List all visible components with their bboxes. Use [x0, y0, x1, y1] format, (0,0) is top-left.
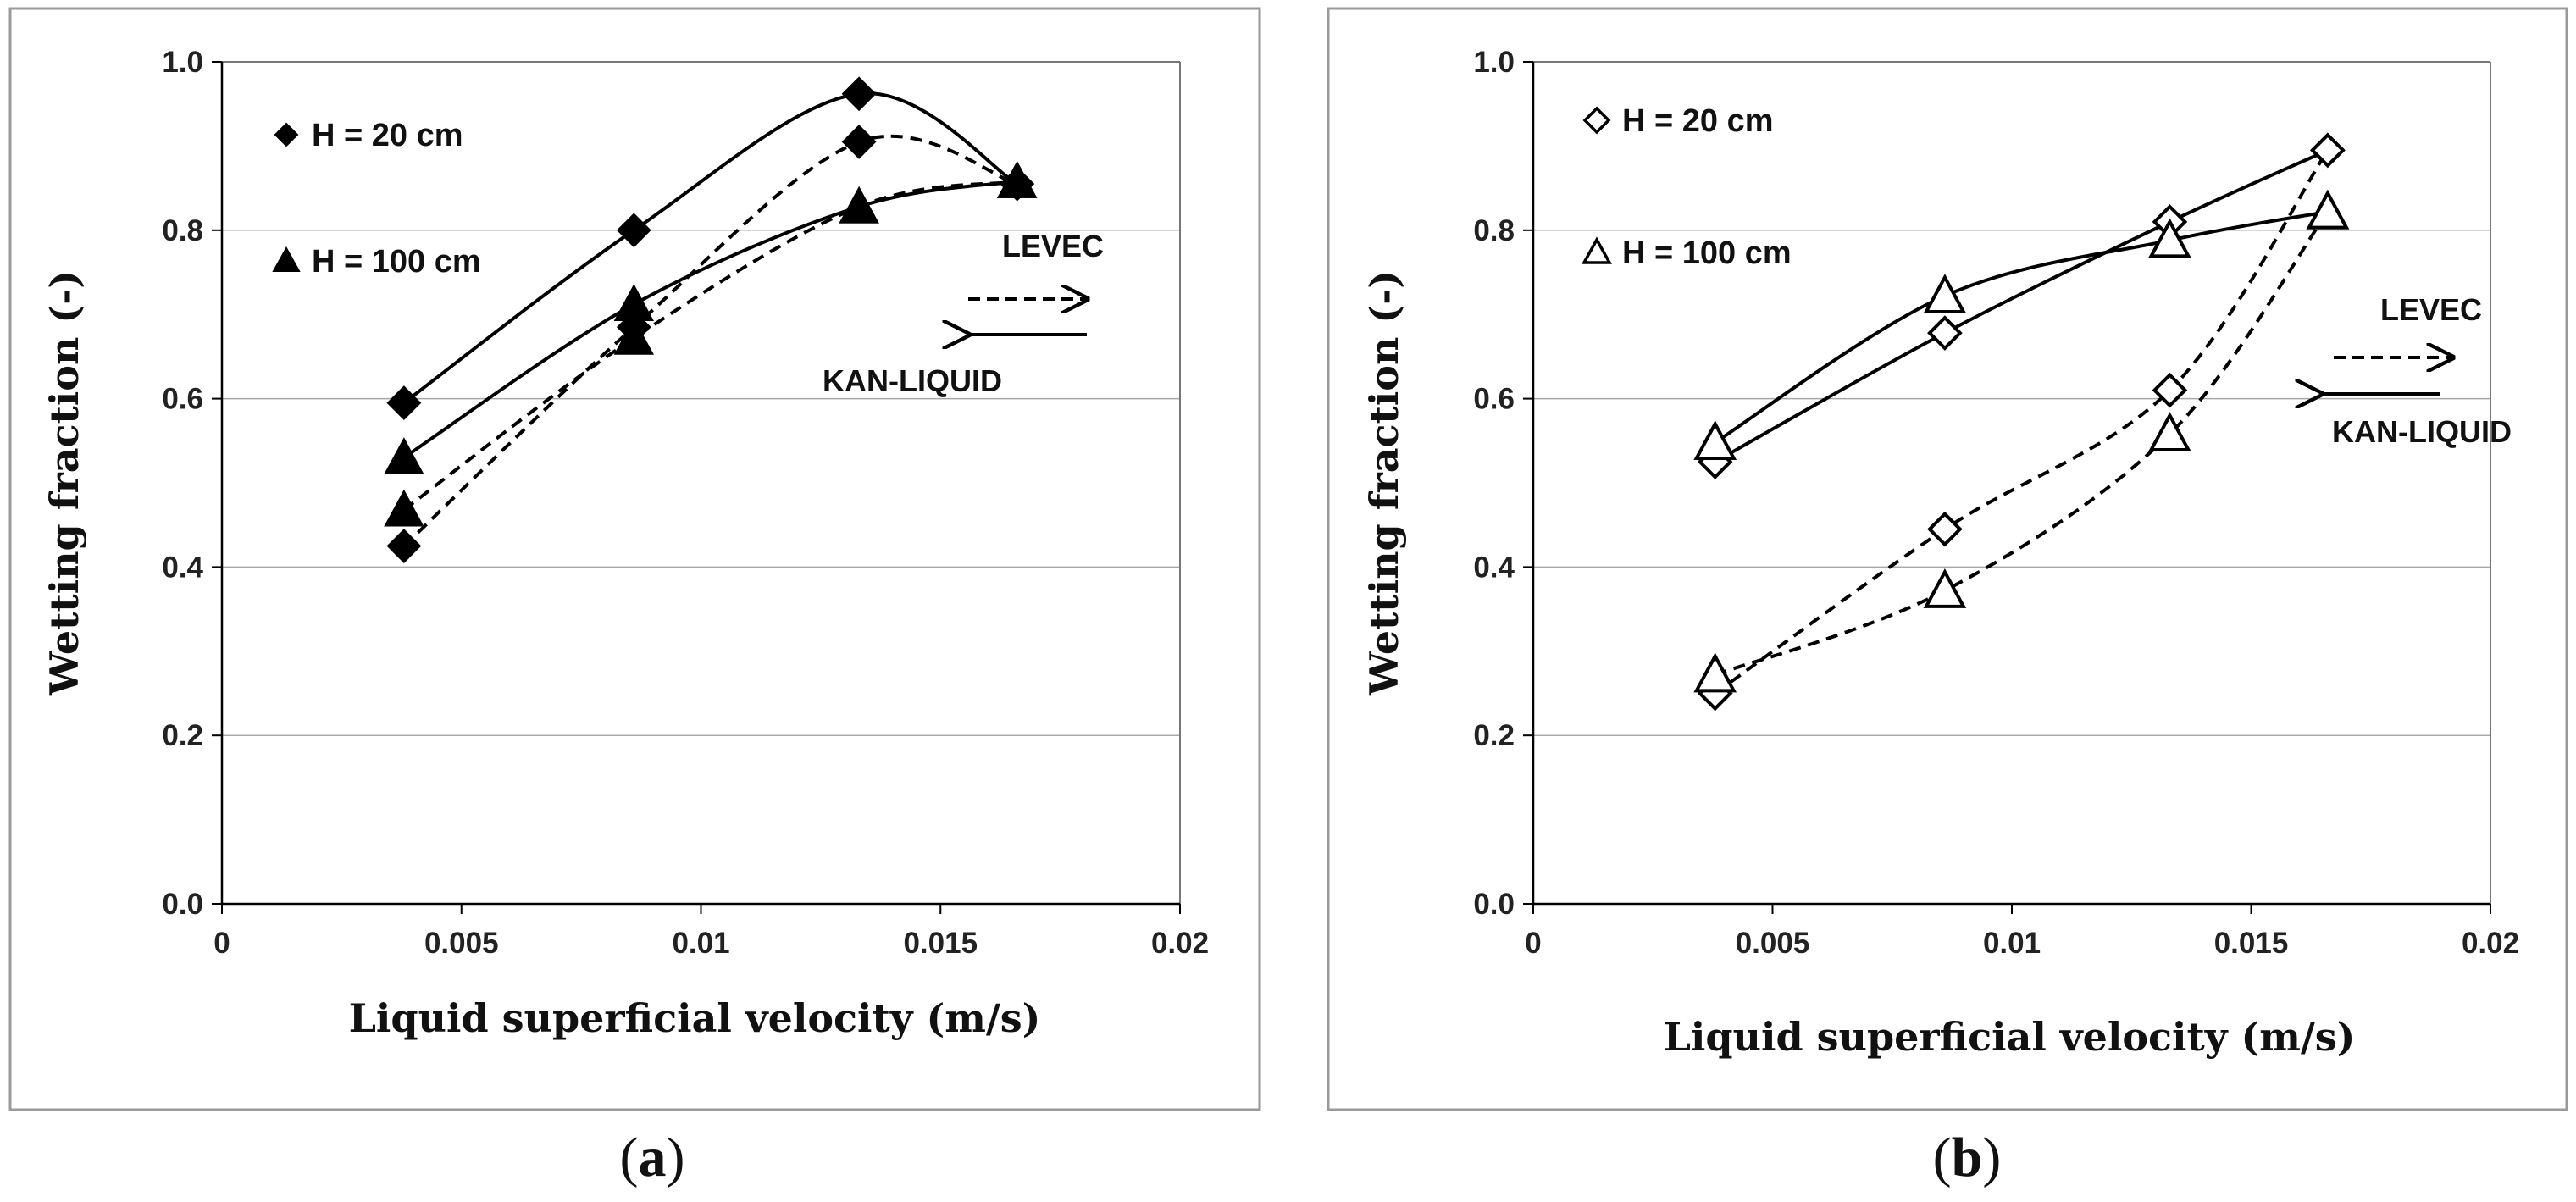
y-axis-title: Wetting fraction (-): [42, 270, 87, 696]
data-point-3-0: [1693, 652, 1737, 693]
series-line-1: [402, 134, 1018, 547]
y-tick-label: 0.8: [162, 214, 203, 247]
x-tick-label: 0.01: [1983, 927, 2041, 960]
data-point-0-2: [841, 76, 877, 112]
data-point-2-1: [1923, 274, 1967, 314]
annotation-levec: LEVEC: [2380, 292, 2482, 327]
chart-panel-b: 0.0 0.2 0.4 0.6 0.8 1.0 0 0.005 0.01 0.015 0.02 H =…: [1327, 7, 2568, 1188]
series-line-0: [1714, 148, 2329, 463]
x-tick-label: 0: [213, 927, 230, 960]
x-axis-title: Liquid superficial velocity (m/s): [1664, 1014, 2356, 1060]
caption-letter: a: [639, 1127, 667, 1188]
caption-b: (b): [1933, 1127, 2002, 1188]
legend-entry-0: H = 20 cm: [1582, 103, 1774, 139]
data-point-1-3: [2310, 132, 2346, 169]
legend-marker: [1582, 236, 1612, 264]
series-line-1: [1714, 149, 2329, 695]
legend-label: H = 100 cm: [1622, 235, 1792, 271]
caption-open: (: [620, 1127, 639, 1188]
legend-marker: [272, 246, 301, 272]
data-point-3-3: [2306, 189, 2350, 230]
annotation-kan-liquid: KAN-LIQUID: [2332, 414, 2512, 449]
legend-label: H = 20 cm: [1622, 103, 1774, 139]
data-point-1-2: [2152, 372, 2188, 408]
legend-entry-1: H = 100 cm: [272, 244, 481, 280]
chart-frame: [8, 7, 1261, 1111]
legend-entry-0: H = 20 cm: [274, 118, 463, 153]
caption-close: ): [667, 1127, 685, 1188]
annotation-levec: LEVEC: [1002, 229, 1104, 263]
x-tick-label: 0.02: [1151, 927, 1209, 960]
chart-frame: [1327, 7, 2568, 1111]
chart-panel-a: 0.0 0.2 0.4 0.6 0.8 1.0 0 0.005 0.01 0.015 0.02 H =…: [8, 7, 1261, 1188]
y-tick-label: 1.0: [1473, 46, 1515, 79]
data-point-3-2: [839, 186, 879, 224]
data-point-2-0: [1693, 420, 1737, 460]
caption-letter: b: [1952, 1127, 1983, 1188]
y-tick-label: 0.0: [162, 888, 203, 921]
caption-close: ): [1982, 1127, 2001, 1188]
data-point-1-2: [841, 125, 877, 159]
data-point-3-3: [997, 161, 1038, 198]
y-tick-label: 1.0: [162, 46, 203, 79]
data-point-3-1: [1923, 568, 1967, 608]
series-line-0: [402, 91, 1018, 405]
legend-marker: [1582, 106, 1611, 135]
series-line-2: [1714, 209, 2329, 444]
data-point-1-1: [1927, 511, 1963, 547]
annotation-kan-liquid: KAN-LIQUID: [823, 363, 1002, 398]
series-line-2: [402, 180, 1018, 459]
y-tick-label: 0.4: [162, 551, 203, 584]
y-tick-label: 0.2: [162, 719, 203, 752]
caption-open: (: [1933, 1127, 1952, 1188]
y-tick-label: 0.6: [162, 383, 203, 416]
y-tick-label: 0.6: [1473, 383, 1515, 416]
data-point-3-2: [2148, 412, 2191, 452]
data-point-1-0: [386, 529, 422, 563]
x-tick-label: 0: [1525, 927, 1541, 960]
data-point-0-1: [616, 213, 651, 248]
x-tick-label: 0.005: [1736, 927, 1810, 960]
data-point-3-1: [613, 317, 655, 355]
x-tick-label: 0.015: [2214, 927, 2289, 960]
data-point-0-1: [1927, 315, 1963, 351]
data-point-2-0: [384, 437, 424, 474]
x-tick-label: 0.02: [2462, 927, 2519, 960]
legend-marker: [274, 122, 299, 147]
y-axis-title: Wetting fraction (-): [1361, 270, 1407, 696]
series-line-3: [402, 180, 1018, 512]
x-axis-title: Liquid superficial velocity (m/s): [349, 995, 1041, 1041]
x-tick-label: 0.015: [903, 927, 978, 960]
data-point-2-2: [2148, 218, 2191, 258]
x-tick-label: 0.01: [672, 927, 729, 960]
legend-entry-1: H = 100 cm: [1582, 235, 1792, 271]
x-tick-label: 0.005: [424, 927, 499, 960]
data-point-0-0: [386, 385, 422, 420]
caption-a: (a): [620, 1127, 685, 1188]
y-tick-label: 0.8: [1473, 214, 1515, 247]
y-tick-label: 0.0: [1473, 888, 1515, 921]
y-tick-label: 0.2: [1473, 719, 1515, 752]
y-tick-label: 0.4: [1473, 551, 1515, 584]
legend-label: H = 20 cm: [312, 118, 463, 153]
legend-label: H = 100 cm: [312, 244, 481, 280]
data-point-3-0: [384, 489, 424, 527]
